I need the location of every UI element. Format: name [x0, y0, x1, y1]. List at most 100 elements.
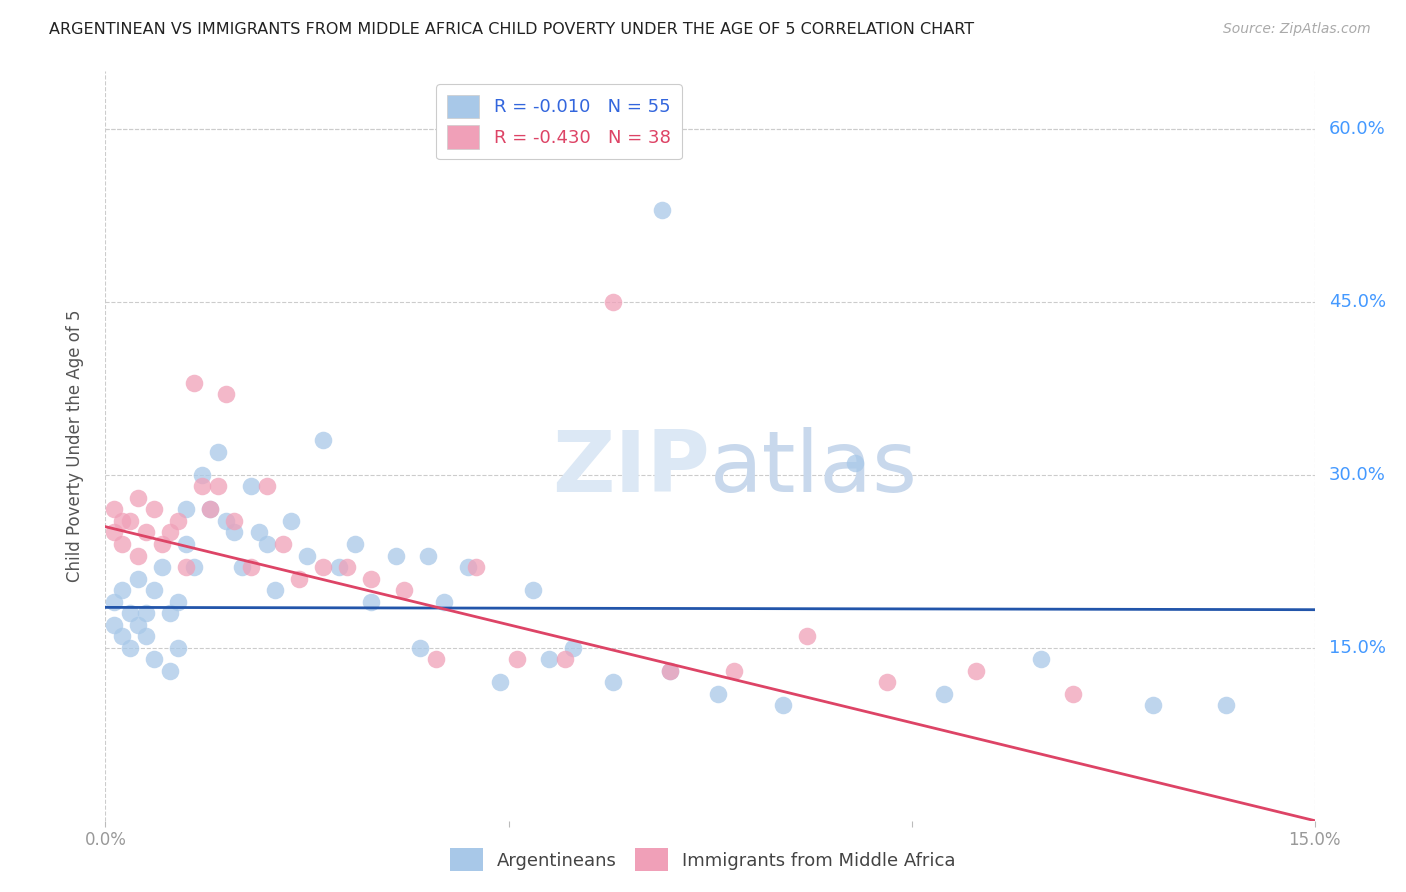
Point: [224, 525, 246, 540]
Point: [328, 560, 350, 574]
Point: [207, 479, 229, 493]
Point: [103, 594, 125, 608]
Point: [522, 583, 544, 598]
Point: [110, 514, 132, 528]
Point: [135, 606, 157, 620]
Point: [344, 537, 367, 551]
Point: [772, 698, 794, 713]
Point: [416, 549, 439, 563]
Point: [658, 664, 681, 678]
Point: [256, 537, 278, 551]
Point: [239, 560, 262, 574]
Legend: Argentineans, Immigrants from Middle Africa: Argentineans, Immigrants from Middle Afr…: [443, 841, 963, 879]
Point: [562, 640, 585, 655]
Point: [174, 502, 197, 516]
Point: [554, 652, 576, 666]
Point: [103, 502, 125, 516]
Point: [1142, 698, 1164, 713]
Point: [505, 652, 527, 666]
Point: [360, 594, 382, 608]
Point: [295, 549, 318, 563]
Point: [110, 583, 132, 598]
Point: [409, 640, 432, 655]
Point: [183, 376, 205, 390]
Point: [127, 549, 149, 563]
Text: ARGENTINEAN VS IMMIGRANTS FROM MIDDLE AFRICA CHILD POVERTY UNDER THE AGE OF 5 CO: ARGENTINEAN VS IMMIGRANTS FROM MIDDLE AF…: [49, 22, 974, 37]
Point: [280, 514, 302, 528]
Y-axis label: Child Poverty Under the Age of 5: Child Poverty Under the Age of 5: [66, 310, 84, 582]
Point: [191, 467, 214, 482]
Point: [965, 664, 987, 678]
Text: Source: ZipAtlas.com: Source: ZipAtlas.com: [1223, 22, 1371, 37]
Point: [142, 583, 165, 598]
Point: [142, 652, 165, 666]
Point: [465, 560, 488, 574]
Point: [537, 652, 560, 666]
Point: [103, 525, 125, 540]
Point: [215, 514, 238, 528]
Point: [183, 560, 205, 574]
Point: [1029, 652, 1052, 666]
Point: [110, 537, 132, 551]
Point: [247, 525, 270, 540]
Point: [932, 687, 955, 701]
Point: [159, 525, 181, 540]
Point: [103, 617, 125, 632]
Point: [1062, 687, 1084, 701]
Point: [159, 664, 181, 678]
Point: [191, 479, 214, 493]
Point: [288, 572, 311, 586]
Point: [658, 664, 681, 678]
Text: 45.0%: 45.0%: [1329, 293, 1386, 311]
Point: [127, 617, 149, 632]
Point: [651, 202, 673, 217]
Point: [844, 456, 866, 470]
Point: [271, 537, 294, 551]
Point: [174, 560, 197, 574]
Point: [360, 572, 382, 586]
Point: [110, 629, 132, 643]
Point: [200, 502, 222, 516]
Point: [602, 675, 624, 690]
Point: [425, 652, 447, 666]
Text: atlas: atlas: [710, 427, 918, 510]
Point: [336, 560, 359, 574]
Point: [256, 479, 278, 493]
Point: [127, 491, 149, 505]
Point: [167, 514, 190, 528]
Point: [200, 502, 222, 516]
Point: [135, 629, 157, 643]
Point: [602, 294, 624, 309]
Point: [159, 606, 181, 620]
Point: [118, 606, 141, 620]
Point: [723, 664, 745, 678]
Point: [118, 640, 141, 655]
Point: [150, 537, 173, 551]
Text: 30.0%: 30.0%: [1329, 466, 1386, 483]
Legend: R = -0.010   N = 55, R = -0.430   N = 38: R = -0.010 N = 55, R = -0.430 N = 38: [436, 84, 682, 160]
Text: 15.0%: 15.0%: [1329, 639, 1386, 657]
Point: [207, 444, 229, 458]
Point: [239, 479, 262, 493]
Point: [118, 514, 141, 528]
Point: [707, 687, 730, 701]
Point: [876, 675, 898, 690]
Point: [167, 594, 190, 608]
Point: [174, 537, 197, 551]
Point: [457, 560, 479, 574]
Point: [263, 583, 285, 598]
Point: [392, 583, 415, 598]
Point: [150, 560, 173, 574]
Point: [312, 434, 335, 448]
Point: [796, 629, 818, 643]
Point: [231, 560, 253, 574]
Point: [127, 572, 149, 586]
Text: ZIP: ZIP: [553, 427, 710, 510]
Point: [433, 594, 456, 608]
Point: [384, 549, 406, 563]
Point: [142, 502, 165, 516]
Point: [489, 675, 512, 690]
Point: [167, 640, 190, 655]
Point: [224, 514, 246, 528]
Point: [135, 525, 157, 540]
